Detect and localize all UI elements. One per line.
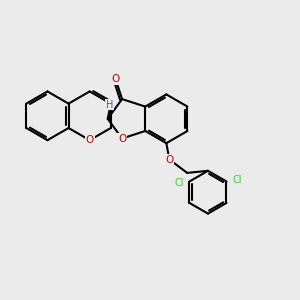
Text: O: O [85, 135, 94, 145]
Text: O: O [111, 74, 120, 84]
Text: Cl: Cl [174, 178, 184, 188]
Text: H: H [106, 100, 113, 110]
Text: O: O [118, 134, 126, 143]
Text: Cl: Cl [232, 175, 242, 185]
Text: O: O [165, 154, 173, 164]
